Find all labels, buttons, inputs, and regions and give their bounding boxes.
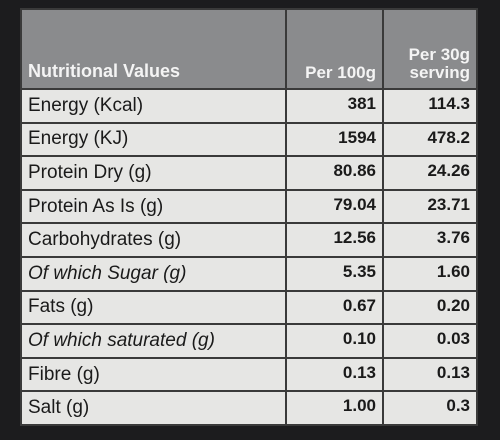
nutrient-value: 12.56 (285, 222, 384, 258)
nutrient-label: Protein As Is (g) (20, 188, 287, 225)
nutrient-value: 1.00 (285, 390, 384, 426)
nutrient-value: 478.2 (382, 121, 478, 158)
nutrient-value: 3.76 (382, 222, 478, 258)
table-row: Salt (g) 1.00 0.3 (20, 390, 478, 426)
table-row: Of which saturated (g) 0.10 0.03 (20, 323, 478, 359)
nutrient-value: 1594 (285, 121, 384, 158)
nutrition-table: Nutritional Values Per 100g Per 30g servin… (20, 8, 478, 426)
table-row: Carbohydrates (g) 12.56 3.76 (20, 222, 478, 258)
header-cell: Per 30g serving (382, 8, 478, 90)
nutrient-value: 24.26 (382, 155, 478, 191)
nutrient-value: 0.67 (285, 289, 384, 326)
nutrient-value: 381 (285, 88, 384, 124)
table-row: Fats (g) 0.67 0.20 (20, 289, 478, 326)
nutrient-label: Salt (g) (20, 390, 287, 426)
nutrient-value: 1.60 (382, 255, 478, 292)
nutrient-value: 0.3 (382, 390, 478, 426)
nutrient-value: 0.10 (285, 323, 384, 359)
nutrient-label: Energy (KJ) (20, 121, 287, 158)
nutrient-value: 23.71 (382, 188, 478, 225)
table-row: Protein Dry (g) 80.86 24.26 (20, 155, 478, 191)
nutrient-value: 79.04 (285, 188, 384, 225)
nutrient-value: 0.13 (382, 356, 478, 393)
nutrient-label: Protein Dry (g) (20, 155, 287, 191)
nutrient-label: Energy (Kcal) (20, 88, 287, 124)
nutrient-value: 0.20 (382, 289, 478, 326)
header-row: Nutritional Values Per 100g Per 30g servin… (20, 8, 478, 90)
nutrient-value: 114.3 (382, 88, 478, 124)
header-cell: Per 100g (285, 8, 384, 90)
nutrient-label: Of which Sugar (g) (20, 255, 287, 292)
nutrient-value: 0.13 (285, 356, 384, 393)
nutrient-label: Fats (g) (20, 289, 287, 326)
table-row: Energy (KJ) 1594 478.2 (20, 121, 478, 158)
table-row: Of which Sugar (g) 5.35 1.60 (20, 255, 478, 292)
table-row: Energy (Kcal) 381 114.3 (20, 88, 478, 124)
nutrient-label: Carbohydrates (g) (20, 222, 287, 258)
nutrient-label: Fibre (g) (20, 356, 287, 393)
nutrient-value: 5.35 (285, 255, 384, 292)
nutrition-panel: Nutritional Values Per 100g Per 30g servin… (20, 8, 478, 426)
nutrient-label: Of which saturated (g) (20, 323, 287, 359)
header-cell: Nutritional Values (20, 8, 287, 90)
nutrient-value: 80.86 (285, 155, 384, 191)
table-body: Energy (Kcal) 381 114.3 Energy (KJ) 1594 478.… (20, 88, 478, 426)
table-row: Protein As Is (g) 79.04 23.71 (20, 188, 478, 225)
table-row: Fibre (g) 0.13 0.13 (20, 356, 478, 393)
nutrient-value: 0.03 (382, 323, 478, 359)
